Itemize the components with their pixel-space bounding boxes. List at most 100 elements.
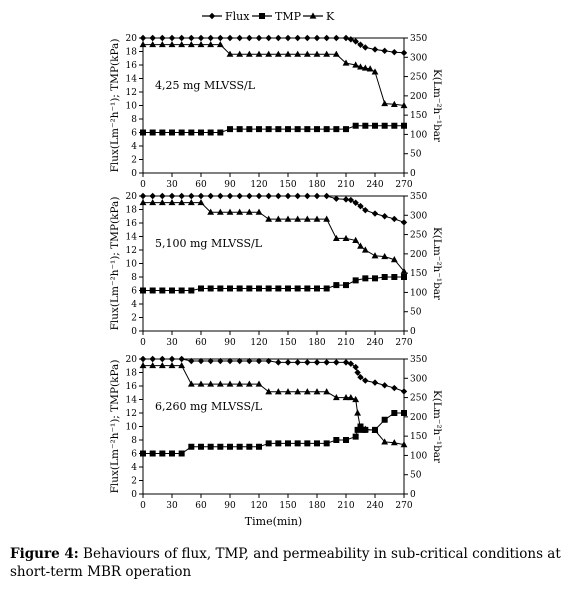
- data-point-tmp: [343, 282, 349, 289]
- data-point-tmp: [256, 126, 262, 133]
- series-tmp: [140, 274, 407, 294]
- data-point-flux: [362, 377, 369, 384]
- data-point-k: [313, 215, 321, 222]
- x-tick-label: 90: [224, 338, 236, 348]
- data-point-tmp: [362, 122, 369, 129]
- data-point-tmp: [314, 440, 320, 447]
- data-point-tmp: [323, 285, 330, 292]
- data-point-k: [332, 50, 340, 57]
- x-tick-label: 0: [140, 180, 146, 190]
- data-point-flux: [255, 357, 263, 365]
- data-point-k: [390, 256, 398, 263]
- data-point-tmp: [217, 129, 224, 136]
- data-point-flux: [313, 34, 321, 42]
- y-tick-label: 2: [131, 156, 137, 166]
- data-point-flux: [139, 192, 147, 200]
- y-tick-label: 12: [126, 246, 137, 256]
- data-point-k: [381, 252, 389, 260]
- data-point-k: [361, 425, 369, 432]
- data-point-flux: [236, 192, 243, 200]
- x-tick-label: 240: [366, 180, 383, 190]
- data-point-tmp: [333, 126, 340, 133]
- data-point-tmp: [372, 122, 378, 129]
- data-point-tmp: [149, 450, 156, 457]
- data-point-flux: [371, 210, 379, 217]
- data-point-flux: [323, 192, 330, 200]
- data-point-k: [139, 198, 147, 206]
- y-tick-label: 16: [126, 219, 138, 229]
- data-point-tmp: [314, 285, 320, 292]
- y2-tick-label: 200: [410, 413, 427, 423]
- chart-panel-2: 0 30 60 90 120 150 180 210 240 270024681012141618…: [109, 192, 443, 348]
- x-tick-label: 180: [308, 180, 325, 190]
- y-tick-label: 8: [131, 273, 137, 283]
- data-point-k: [366, 65, 374, 72]
- x-tick-label: 270: [395, 180, 412, 190]
- data-point-flux: [381, 382, 388, 389]
- data-point-k: [149, 40, 157, 48]
- data-point-tmp: [178, 450, 185, 457]
- data-point-k: [284, 388, 292, 395]
- data-point-flux: [304, 192, 311, 200]
- data-point-flux: [391, 215, 398, 223]
- data-point-k: [245, 380, 253, 387]
- data-point-k: [226, 208, 234, 215]
- data-point-tmp: [381, 416, 388, 423]
- data-point-k: [274, 388, 282, 395]
- data-point-flux: [226, 192, 234, 200]
- y2-tick-label: 50: [410, 308, 422, 318]
- data-point-flux: [333, 195, 340, 202]
- data-point-tmp: [169, 129, 175, 136]
- data-point-flux: [188, 34, 195, 42]
- data-point-flux: [207, 34, 214, 42]
- data-point-flux: [400, 388, 408, 395]
- data-point-tmp: [140, 450, 146, 457]
- data-point-tmp: [140, 287, 146, 294]
- data-point-flux: [275, 192, 282, 200]
- data-point-k: [313, 50, 321, 57]
- y2-tick-label: 50: [410, 471, 422, 481]
- data-point-tmp: [178, 129, 185, 136]
- data-point-k: [323, 215, 331, 222]
- y2-tick-label: 150: [410, 111, 427, 121]
- data-point-flux: [342, 34, 350, 42]
- data-point-tmp: [188, 129, 195, 136]
- data-point-k: [361, 64, 369, 71]
- y2-tick-label: 100: [410, 130, 427, 140]
- y-tick-label: 10: [126, 102, 138, 112]
- data-point-tmp: [372, 275, 378, 282]
- data-point-tmp: [391, 410, 398, 416]
- data-point-tmp: [343, 126, 349, 133]
- data-point-k: [168, 40, 176, 48]
- y-tick-label: 18: [126, 369, 138, 379]
- data-point-flux: [391, 384, 398, 392]
- plot-frame: [142, 195, 405, 332]
- data-point-k: [357, 424, 364, 432]
- data-point-flux: [226, 34, 234, 42]
- data-point-k: [284, 215, 292, 222]
- data-point-flux: [255, 192, 263, 200]
- data-point-tmp: [188, 443, 195, 450]
- legend: Flux TMP K: [202, 10, 335, 23]
- data-point-flux: [188, 357, 195, 365]
- data-point-k: [226, 50, 234, 57]
- data-point-flux: [352, 199, 359, 206]
- panel-annotation: 6,260 mg MLVSS/L: [155, 400, 263, 413]
- y-tick-label: 8: [131, 436, 137, 446]
- data-point-tmp: [149, 287, 156, 294]
- chart-panels: 0 30 60 90 120 150 180 210 240 270024681012141618…: [109, 34, 443, 528]
- x-tick-label: 90: [224, 180, 236, 190]
- data-point-k: [255, 208, 263, 215]
- data-point-k: [323, 50, 331, 57]
- data-point-flux: [159, 192, 166, 200]
- series-flux: [139, 192, 408, 226]
- data-point-flux: [362, 206, 369, 214]
- data-point-flux: [347, 196, 355, 204]
- data-point-tmp: [149, 129, 156, 136]
- data-point-k: [274, 215, 282, 222]
- series-k: [139, 40, 408, 109]
- data-point-k: [226, 380, 234, 387]
- series-k: [139, 361, 408, 448]
- y-axis-label: Flux(Lm⁻²h⁻¹); TMP(kPa): [109, 360, 121, 494]
- data-point-tmp: [207, 285, 214, 292]
